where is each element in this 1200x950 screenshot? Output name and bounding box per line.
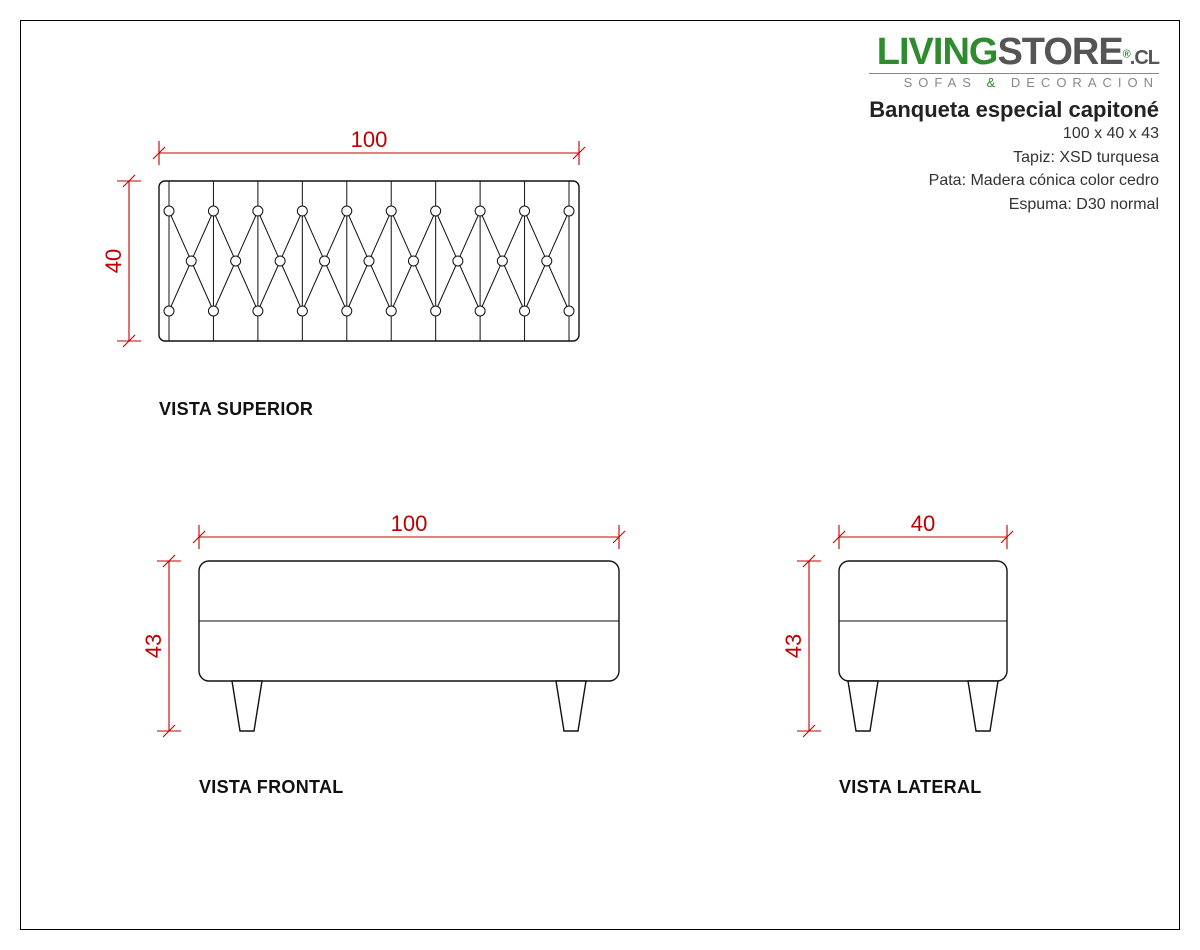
view-front: 10043 VISTA FRONTAL	[141, 521, 661, 798]
top-view-svg: 10040	[101, 131, 621, 391]
product-espuma: Espuma: D30 normal	[869, 194, 1159, 216]
view-top: 10040 VISTA SUPERIOR	[101, 131, 621, 420]
label-front: VISTA FRONTAL	[199, 777, 661, 798]
svg-text:100: 100	[351, 127, 388, 152]
logo-registered-icon: ®	[1123, 49, 1130, 61]
brand-logo: LIVINGSTORE®.CL	[869, 33, 1159, 71]
product-tapiz: Tapiz: XSD turquesa	[869, 147, 1159, 169]
label-top: VISTA SUPERIOR	[159, 399, 621, 420]
svg-text:43: 43	[141, 634, 166, 658]
drawing-frame: LIVINGSTORE®.CL SOFAS & DECORACION Banqu…	[20, 20, 1180, 930]
side-view-svg: 4043	[781, 521, 1081, 771]
logo-suffix: .CL	[1130, 47, 1159, 69]
svg-text:100: 100	[391, 511, 428, 536]
tagline-amp: &	[987, 75, 1002, 90]
view-side: 4043 VISTA LATERAL	[781, 521, 1081, 798]
brand-tagline: SOFAS & DECORACION	[869, 73, 1159, 89]
tagline-right: DECORACION	[1011, 75, 1159, 90]
svg-text:43: 43	[781, 634, 806, 658]
product-dimensions: 100 x 40 x 43	[869, 123, 1159, 145]
product-pata: Pata: Madera cónica color cedro	[869, 170, 1159, 192]
label-side: VISTA LATERAL	[839, 777, 1081, 798]
svg-text:40: 40	[101, 249, 126, 273]
tagline-left: SOFAS	[904, 75, 977, 90]
front-view-svg: 10043	[141, 521, 661, 771]
header-block: LIVINGSTORE®.CL SOFAS & DECORACION Banqu…	[869, 33, 1159, 215]
product-title: Banqueta especial capitoné	[869, 99, 1159, 121]
svg-text:40: 40	[911, 511, 935, 536]
logo-living: LIVING	[877, 31, 998, 73]
page: LIVINGSTORE®.CL SOFAS & DECORACION Banqu…	[0, 0, 1200, 950]
logo-store: STORE	[997, 31, 1122, 73]
